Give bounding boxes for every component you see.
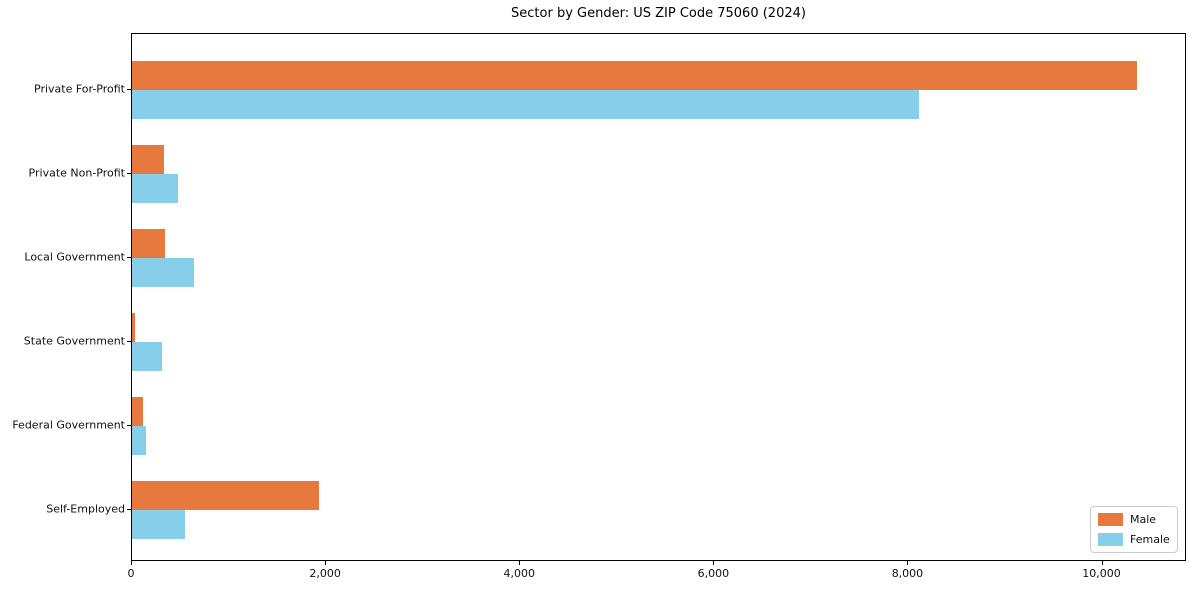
y-axis-label-private-for-profit: Private For-Profit xyxy=(34,82,125,96)
x-axis-tick-label: 8,000 xyxy=(891,567,924,580)
bar-male-state-government xyxy=(132,313,135,342)
legend-swatch-male xyxy=(1098,513,1123,526)
legend-label-female: Female xyxy=(1130,533,1170,546)
legend-item-female: Female xyxy=(1098,533,1170,546)
plot-area xyxy=(131,33,1186,561)
y-axis-label-private-non-profit: Private Non-Profit xyxy=(28,166,125,180)
y-tick-mark xyxy=(127,257,131,258)
bar-female-private-for-profit xyxy=(132,90,919,119)
bar-male-federal-government xyxy=(132,397,143,426)
x-tick-mark xyxy=(713,561,715,565)
y-tick-mark xyxy=(127,89,131,90)
bar-male-self-employed xyxy=(132,481,319,510)
bar-male-local-government xyxy=(132,229,165,258)
y-tick-mark xyxy=(127,509,131,510)
x-tick-mark xyxy=(131,561,132,565)
bar-female-private-non-profit xyxy=(132,174,178,203)
y-tick-mark xyxy=(127,173,131,174)
legend-item-male: Male xyxy=(1098,513,1170,526)
legend-swatch-female xyxy=(1098,533,1123,546)
bar-male-private-non-profit xyxy=(132,145,164,174)
y-axis-label-self-employed: Self-Employed xyxy=(46,502,125,516)
x-axis-tick-label: 10,000 xyxy=(1082,567,1121,580)
legend: Male Female xyxy=(1090,506,1178,553)
y-tick-mark xyxy=(127,341,131,342)
legend-label-male: Male xyxy=(1130,513,1157,526)
bar-female-state-government xyxy=(132,342,162,371)
x-axis-tick-label: 2,000 xyxy=(309,567,341,580)
y-axis-label-state-government: State Government xyxy=(23,334,125,348)
chart-title: Sector by Gender: US ZIP Code 75060 (202… xyxy=(511,6,806,21)
x-axis-tick-label: 4,000 xyxy=(503,567,535,580)
x-tick-mark xyxy=(519,561,521,565)
bar-female-local-government xyxy=(132,258,194,287)
x-tick-mark xyxy=(907,561,909,565)
bar-male-private-for-profit xyxy=(132,61,1137,90)
x-tick-mark xyxy=(1101,561,1103,565)
y-axis-label-federal-government: Federal Government xyxy=(12,418,125,432)
x-tick-mark xyxy=(325,561,327,565)
y-tick-mark xyxy=(127,425,131,426)
y-axis-label-local-government: Local Government xyxy=(24,250,125,264)
bar-female-self-employed xyxy=(132,510,185,539)
x-axis-tick-label: 6,000 xyxy=(697,567,730,580)
bar-female-federal-government xyxy=(132,426,146,455)
x-axis-tick-label: 0 xyxy=(127,567,135,580)
